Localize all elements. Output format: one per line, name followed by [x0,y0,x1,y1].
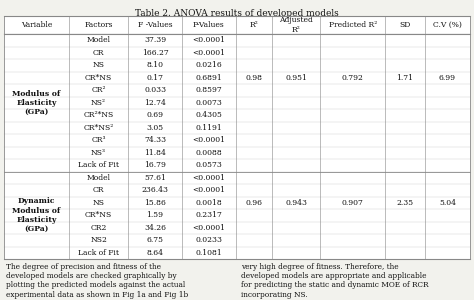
Text: 0.0073: 0.0073 [195,99,222,107]
Text: 8.64: 8.64 [146,249,164,257]
Text: 0.6891: 0.6891 [195,74,222,82]
Text: 0.96: 0.96 [246,199,263,207]
Text: NS2: NS2 [90,236,107,244]
Text: 1.59: 1.59 [146,211,164,219]
Text: Dynamic
Modulus of
Elasticity
(GPa): Dynamic Modulus of Elasticity (GPa) [12,197,61,233]
Text: 0.0018: 0.0018 [195,199,222,207]
Text: 12.74: 12.74 [144,99,166,107]
Text: P-Values: P-Values [193,21,225,29]
Text: Lack of Fit: Lack of Fit [78,249,119,257]
Text: CR²: CR² [91,86,106,94]
Text: 74.33: 74.33 [144,136,166,144]
Text: CR*NS²: CR*NS² [83,124,114,132]
Text: CR³: CR³ [91,136,106,144]
Text: 37.39: 37.39 [144,36,166,44]
Text: Adjusted
R²: Adjusted R² [279,16,313,34]
Text: 0.8597: 0.8597 [195,86,222,94]
Text: CR: CR [93,49,104,57]
Text: 3.05: 3.05 [146,124,164,132]
Text: 0.0573: 0.0573 [195,161,222,169]
Text: 0.4305: 0.4305 [195,111,222,119]
Text: <0.0001: <0.0001 [192,136,225,144]
Text: CR2: CR2 [91,224,107,232]
Text: C.V (%): C.V (%) [433,21,462,29]
Text: NS²: NS² [91,99,106,107]
Text: 0.17: 0.17 [146,74,164,82]
Text: 34.26: 34.26 [144,224,166,232]
Text: SD: SD [400,21,411,29]
Text: Model: Model [87,174,110,182]
Text: 0.1081: 0.1081 [195,249,222,257]
Text: 0.98: 0.98 [246,74,263,82]
Text: 6.99: 6.99 [439,74,456,82]
Text: The degree of precision and fitness of the
developed models are checked graphica: The degree of precision and fitness of t… [6,263,194,300]
Text: 0.0088: 0.0088 [195,149,222,157]
Text: 5.04: 5.04 [439,199,456,207]
Text: 15.86: 15.86 [144,199,166,207]
Text: 0.2317: 0.2317 [195,211,222,219]
Text: <0.0001: <0.0001 [192,174,225,182]
Text: <0.0001: <0.0001 [192,36,225,44]
Text: 2.35: 2.35 [396,199,414,207]
Text: NS³: NS³ [91,149,106,157]
Text: CR*NS: CR*NS [85,74,112,82]
Text: Model: Model [87,36,110,44]
Text: F -Values: F -Values [138,21,173,29]
Text: <0.0001: <0.0001 [192,224,225,232]
Text: 11.84: 11.84 [144,149,166,157]
Text: 1.71: 1.71 [397,74,413,82]
Text: 0.1191: 0.1191 [195,124,222,132]
Text: 236.43: 236.43 [142,186,169,194]
Text: 6.75: 6.75 [146,236,164,244]
Text: 8.10: 8.10 [146,61,164,69]
Text: R²: R² [250,21,258,29]
Bar [4,16,470,34]
Text: 0.0216: 0.0216 [195,61,222,69]
Text: 0.033: 0.033 [144,86,166,94]
Text: 0.907: 0.907 [342,199,364,207]
Text: Variable: Variable [21,21,52,29]
Text: <0.0001: <0.0001 [192,49,225,57]
Text: Lack of Fit: Lack of Fit [78,161,119,169]
Text: CR*NS: CR*NS [85,211,112,219]
Text: 0.951: 0.951 [285,74,307,82]
Text: CR²*NS: CR²*NS [83,111,114,119]
Text: Factors: Factors [84,21,113,29]
Text: Modulus of
Elasticity
(GPa): Modulus of Elasticity (GPa) [12,89,61,116]
Text: 0.943: 0.943 [285,199,307,207]
Text: <0.0001: <0.0001 [192,186,225,194]
Bar [4,16,470,259]
Text: 0.792: 0.792 [342,74,364,82]
Text: 0.69: 0.69 [146,111,164,119]
Text: Table 2. ANOVA results of developed models: Table 2. ANOVA results of developed mode… [135,9,339,18]
Text: CR: CR [93,186,104,194]
Text: 57.61: 57.61 [144,174,166,182]
Text: 16.79: 16.79 [144,161,166,169]
Text: NS: NS [92,199,105,207]
Text: 0.0233: 0.0233 [195,236,222,244]
Text: 166.27: 166.27 [142,49,168,57]
Text: NS: NS [92,61,105,69]
Text: Predicted R²: Predicted R² [328,21,377,29]
Text: very high degree of fitness. Therefore, the
developed models are appropriate and: very high degree of fitness. Therefore, … [241,263,428,298]
